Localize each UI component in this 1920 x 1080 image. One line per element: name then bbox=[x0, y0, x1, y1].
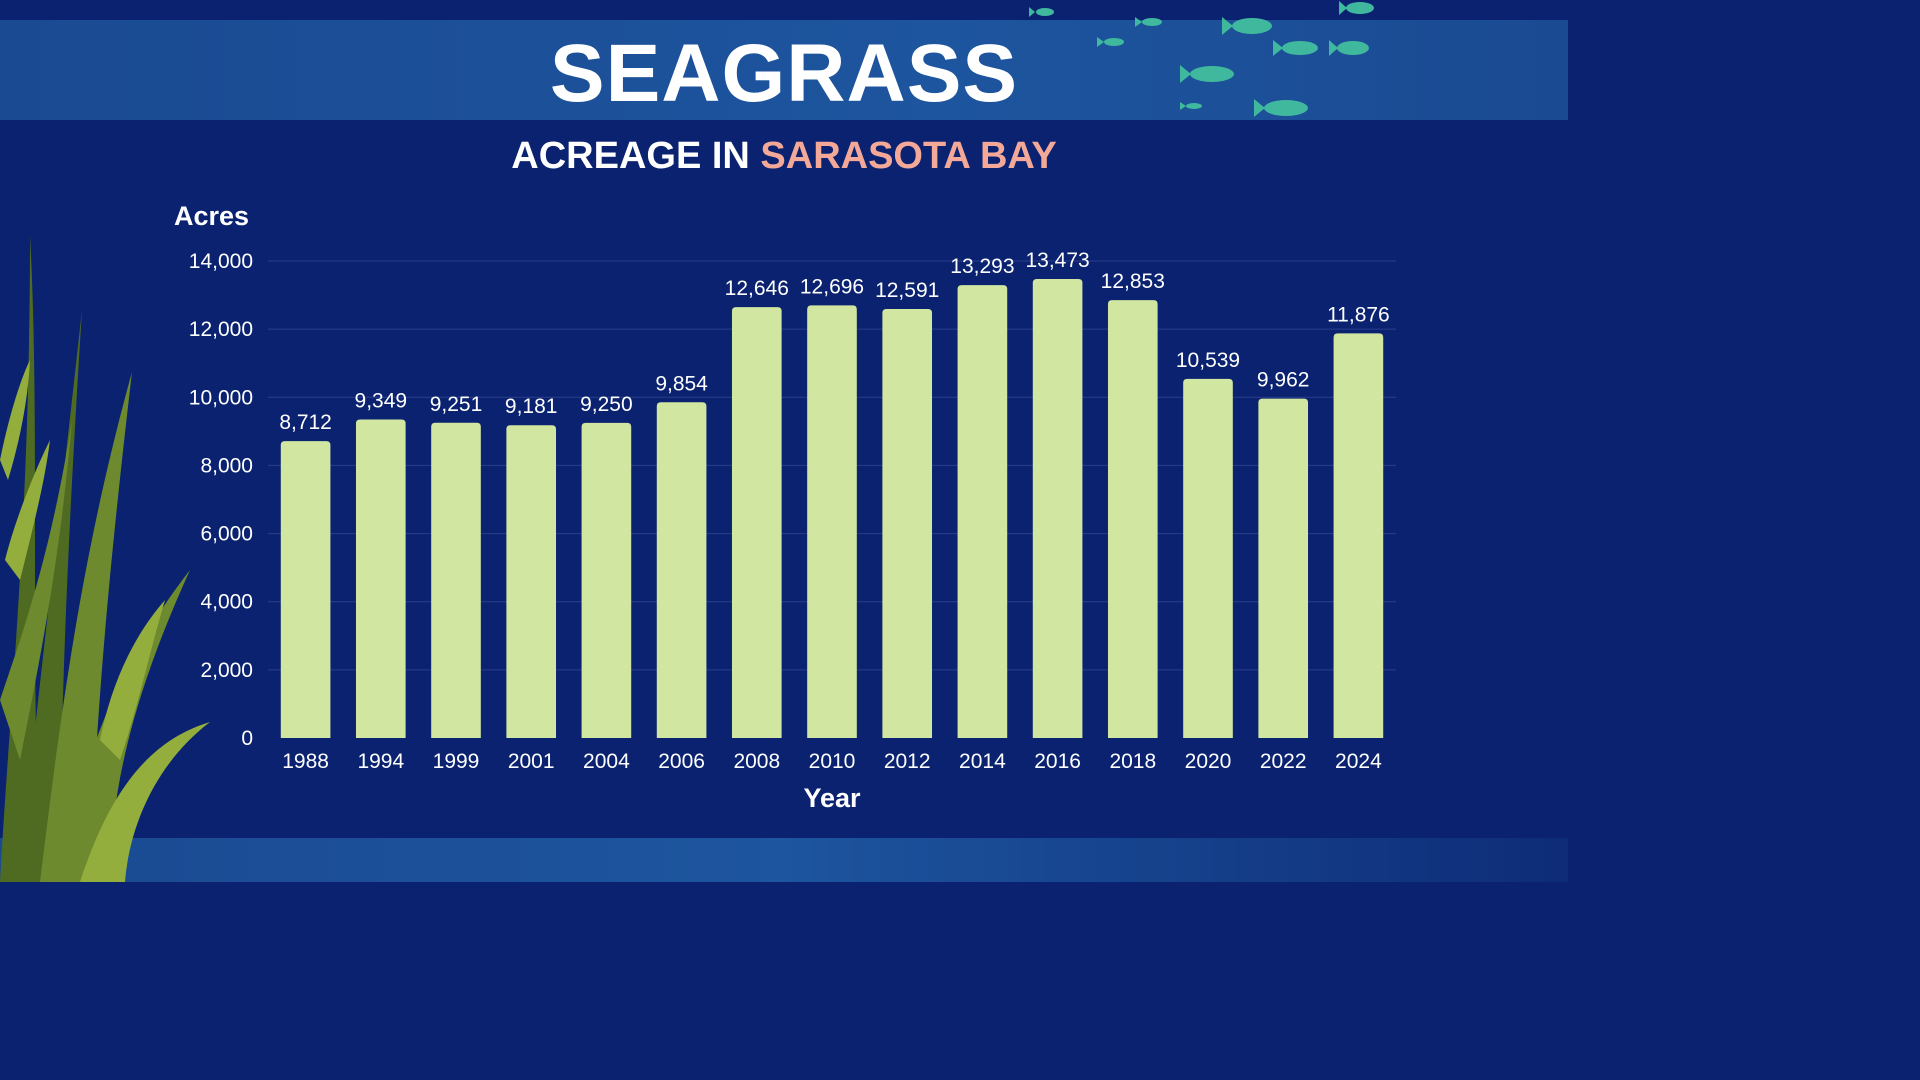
y-tick-label: 14,000 bbox=[189, 250, 253, 273]
x-tick-label: 2008 bbox=[733, 750, 780, 773]
x-tick-label: 2018 bbox=[1109, 750, 1156, 773]
data-label: 8,712 bbox=[279, 411, 332, 434]
x-tick-label: 2012 bbox=[884, 750, 931, 773]
footer-band bbox=[0, 838, 1568, 882]
subtitle-prefix: ACREAGE IN bbox=[511, 135, 761, 177]
subtitle-accent: SARASOTA BAY bbox=[760, 135, 1057, 177]
y-tick-label: 8,000 bbox=[200, 454, 253, 477]
data-label: 12,853 bbox=[1101, 270, 1165, 293]
fish-icon bbox=[1273, 40, 1318, 56]
bar-1994 bbox=[355, 419, 406, 738]
fish-icon bbox=[1339, 1, 1374, 15]
data-label: 12,591 bbox=[875, 279, 939, 302]
x-tick-label: 2014 bbox=[959, 750, 1006, 773]
data-label: 9,251 bbox=[430, 393, 483, 416]
bar-2024 bbox=[1333, 333, 1384, 738]
title-banner bbox=[0, 20, 1568, 120]
data-label: 9,349 bbox=[355, 389, 408, 412]
x-tick-label: 2022 bbox=[1260, 750, 1307, 773]
x-tick-label: 2010 bbox=[809, 750, 856, 773]
data-label: 13,293 bbox=[950, 255, 1014, 278]
data-label: 11,876 bbox=[1327, 303, 1390, 326]
bar-2018 bbox=[1107, 300, 1158, 738]
data-label: 12,646 bbox=[725, 277, 789, 300]
x-tick-label: 2006 bbox=[658, 750, 705, 773]
y-axis-label: Acres bbox=[174, 201, 249, 231]
data-label: 9,854 bbox=[655, 372, 708, 395]
fish-icon bbox=[1254, 99, 1308, 117]
data-label: 12,696 bbox=[800, 275, 864, 298]
y-tick-label: 2,000 bbox=[200, 659, 253, 682]
seagrass-bar-chart: 0 2,000 4,000 6,000 8,000 10,000 12,000 14,000 A… bbox=[174, 201, 1396, 813]
page-title: SEAGRASS bbox=[549, 28, 1019, 119]
bar-2020 bbox=[1183, 378, 1233, 738]
y-tick-label: 12,000 bbox=[189, 318, 253, 341]
x-tick-label: 1988 bbox=[282, 750, 329, 773]
page-subtitle: ACREAGE IN SARASOTA BAY bbox=[0, 134, 1568, 178]
y-tick-label: 0 bbox=[241, 727, 253, 750]
y-tick-label: 6,000 bbox=[200, 523, 253, 546]
x-tick-label: 2020 bbox=[1185, 750, 1232, 773]
data-label: 9,250 bbox=[580, 393, 633, 416]
data-label: 9,962 bbox=[1257, 369, 1310, 392]
y-tick-label: 4,000 bbox=[200, 591, 253, 614]
bar-2022 bbox=[1258, 398, 1309, 738]
fish-icon bbox=[1135, 17, 1162, 27]
bar-1988 bbox=[280, 441, 331, 738]
x-tick-label: 1999 bbox=[433, 750, 480, 773]
x-axis-label: Year bbox=[803, 783, 861, 813]
fish-icon bbox=[1329, 40, 1369, 56]
bar-2012 bbox=[882, 309, 933, 738]
data-label: 9,181 bbox=[505, 395, 558, 418]
bar-2001 bbox=[506, 425, 557, 738]
seaweed-illustration bbox=[0, 235, 210, 882]
fish-icon bbox=[1222, 17, 1272, 35]
x-tick-label: 2024 bbox=[1335, 750, 1382, 773]
bar-2004 bbox=[581, 422, 632, 738]
fish-icon bbox=[1029, 7, 1054, 17]
fish-icon bbox=[1180, 102, 1202, 110]
x-tick-label: 2016 bbox=[1034, 750, 1081, 773]
fish-icon bbox=[1097, 37, 1124, 47]
y-tick-label: 10,000 bbox=[189, 386, 253, 409]
x-tick-label: 2001 bbox=[508, 750, 555, 773]
x-tick-label: 2004 bbox=[583, 750, 630, 773]
fish-icon bbox=[1180, 65, 1234, 83]
bar-2006 bbox=[656, 402, 707, 738]
x-tick-label: 1994 bbox=[357, 750, 404, 773]
data-label: 10,539 bbox=[1176, 349, 1240, 372]
bar-2014 bbox=[957, 285, 1008, 738]
bar-2010 bbox=[807, 305, 857, 738]
bar-1999 bbox=[431, 422, 481, 738]
fish-school-illustration bbox=[1029, 1, 1374, 117]
data-label: 13,473 bbox=[1025, 249, 1089, 272]
bar-2008 bbox=[731, 307, 782, 738]
bar-2016 bbox=[1032, 278, 1083, 738]
